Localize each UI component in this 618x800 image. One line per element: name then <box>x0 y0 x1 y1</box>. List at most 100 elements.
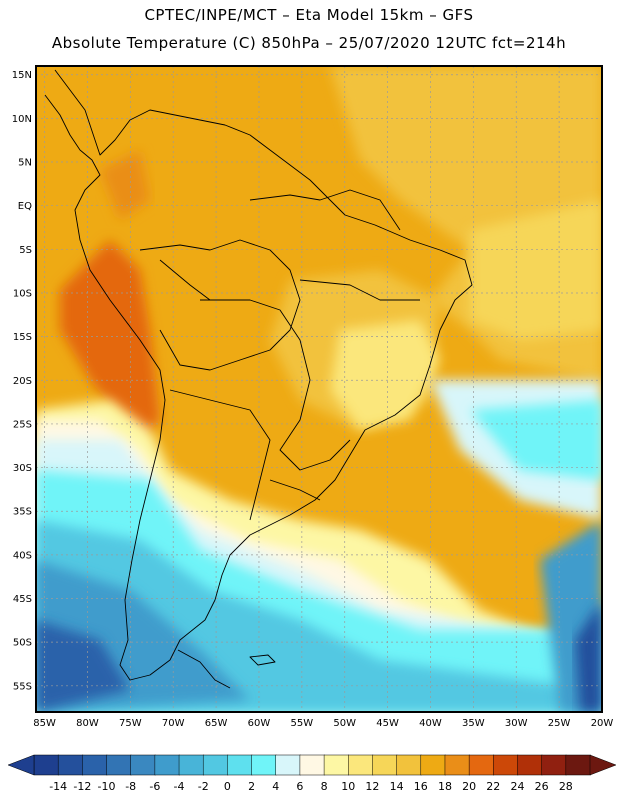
interior-border-2 <box>200 299 351 471</box>
lat-tick-label: 55S <box>13 681 32 692</box>
colorbar-swatch <box>420 754 446 776</box>
colorbar-label: -10 <box>98 780 116 793</box>
colorbar-label: -8 <box>125 780 136 793</box>
colorbar-label: 6 <box>296 780 303 793</box>
colorbar-swatch <box>275 754 301 776</box>
falkland-islands <box>249 654 276 666</box>
colorbar-label: 12 <box>365 780 379 793</box>
lat-tick-label: EQ <box>18 201 32 212</box>
interior-border-6 <box>299 279 420 301</box>
lon-tick-label: 25W <box>548 718 571 729</box>
colorbar-label: 22 <box>486 780 500 793</box>
colorbar-swatch <box>227 754 253 776</box>
field-ocean-yellow <box>470 200 602 340</box>
colorbar-label: -12 <box>73 780 91 793</box>
colorbar-swatch <box>299 754 325 776</box>
lon-tick-label: 65W <box>205 718 228 729</box>
colorbar-swatch <box>33 754 59 776</box>
south-america-coast <box>44 69 473 681</box>
colorbar-swatch <box>468 754 495 776</box>
colorbar-label: 14 <box>390 780 404 793</box>
colorbar-swatch <box>396 754 422 776</box>
interior-border-1 <box>139 239 301 371</box>
colorbar-label: -2 <box>198 780 209 793</box>
colorbar-labels: -14 -12 -10 -8 -6 -4 -2 0 2 4 6 8 10 12 14 16 18 20 22 24 26… <box>49 780 573 793</box>
lon-tick-label: 20W <box>591 718 614 729</box>
colorbar-label: 28 <box>559 780 573 793</box>
lon-tick-label: 40W <box>419 718 442 729</box>
field-atlantic-cyan <box>470 400 602 480</box>
colorbar-swatch <box>178 754 204 776</box>
colorbar-low-arrow <box>7 754 35 776</box>
lat-tick-label: 45S <box>13 594 32 605</box>
lat-tick-label: 10N <box>12 114 32 125</box>
colorbar-swatch <box>82 754 108 776</box>
map-title-line-2: Absolute Temperature (C) 850hPa – 25/07/… <box>51 34 567 52</box>
lat-tick-label: 5S <box>19 245 32 256</box>
lon-tick-label: 75W <box>119 718 142 729</box>
lat-tick-label: 15N <box>12 70 32 81</box>
lon-tick-label: 55W <box>291 718 314 729</box>
map-frame <box>35 65 603 713</box>
colorbar-swatch <box>372 754 398 776</box>
latitude-labels: 15N 10N 5N EQ 5S 10S 15S 20S 25S 30S 35S 40S 45S 50S 5… <box>12 70 32 692</box>
colorbar <box>7 754 617 776</box>
colorbar-swatch <box>251 754 277 776</box>
lon-tick-label: 80W <box>76 718 99 729</box>
lon-tick-label: 45W <box>376 718 399 729</box>
colorbar-high-arrow <box>589 754 617 776</box>
field-colombia-warm <box>100 150 150 220</box>
lon-tick-label: 30W <box>505 718 528 729</box>
lat-tick-label: 20S <box>13 376 32 387</box>
interior-border-7 <box>269 479 321 501</box>
colorbar-label: -6 <box>149 780 160 793</box>
lat-tick-label: 25S <box>13 419 32 430</box>
lon-tick-label: 50W <box>333 718 356 729</box>
lon-tick-label: 35W <box>462 718 485 729</box>
interior-border-3 <box>159 259 211 301</box>
colorbar-label: 4 <box>272 780 279 793</box>
field-sw-deep-blue <box>36 620 130 712</box>
colorbar-label: 18 <box>438 780 452 793</box>
colorbar-label: 24 <box>510 780 524 793</box>
colorbar-swatch <box>444 754 470 776</box>
lon-tick-label: 85W <box>33 718 56 729</box>
colorbar-label: 10 <box>341 780 355 793</box>
field-brazil-pale <box>330 320 440 430</box>
temperature-field <box>36 66 602 712</box>
colorbar-label: 0 <box>224 780 231 793</box>
longitude-labels: 85W 80W 75W 70W 65W 60W 55W 50W 45W 40W 35W 30W 25W 2… <box>33 718 613 729</box>
colorbar-swatch <box>57 754 84 776</box>
field-se-deep-blue <box>575 600 602 712</box>
lat-tick-label: 40S <box>13 550 32 561</box>
colorbar-swatch <box>565 754 591 776</box>
interior-border-4 <box>169 389 271 521</box>
colorbar-label: 2 <box>248 780 255 793</box>
colorbar-swatch <box>541 754 567 776</box>
colorbar-swatch <box>493 754 519 776</box>
colorbar-swatch <box>106 754 132 776</box>
lat-tick-label: 50S <box>13 638 32 649</box>
colorbar-swatch <box>130 754 156 776</box>
colorbar-swatch <box>348 754 374 776</box>
gridlines <box>36 66 603 712</box>
colorbar-swatch <box>323 754 350 776</box>
coastlines <box>44 69 473 689</box>
colorbar-swatch <box>154 754 180 776</box>
colorbar-label: -4 <box>174 780 185 793</box>
map-title-line-1: CPTEC/INPE/MCT – Eta Model 15km – GFS <box>144 6 474 24</box>
lat-tick-label: 35S <box>13 507 32 518</box>
lat-tick-label: 30S <box>13 463 32 474</box>
lat-tick-label: 5N <box>18 158 32 169</box>
colorbar-label: 8 <box>321 780 328 793</box>
lat-tick-label: 10S <box>13 288 32 299</box>
colorbar-swatch <box>517 754 543 776</box>
colorbar-label: -14 <box>49 780 67 793</box>
colorbar-swatch <box>202 754 229 776</box>
colorbar-label: 16 <box>414 780 428 793</box>
lat-tick-label: 15S <box>13 332 32 343</box>
lon-tick-label: 70W <box>162 718 185 729</box>
colorbar-label: 20 <box>462 780 476 793</box>
interior-border-5 <box>249 189 401 231</box>
tierra-del-fuego <box>177 649 231 689</box>
